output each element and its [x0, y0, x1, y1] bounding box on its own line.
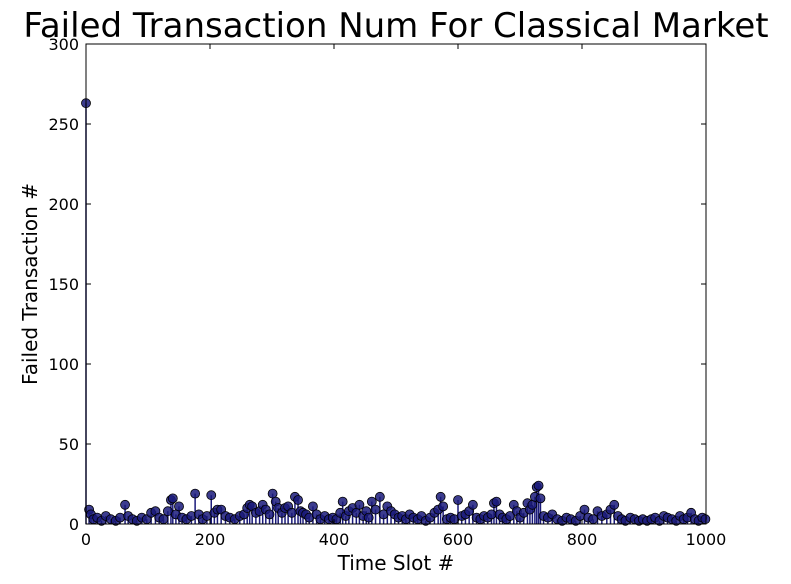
data-point-98 [438, 501, 449, 512]
y-tick-label-150: 150 [48, 275, 79, 294]
data-point-10 [120, 499, 130, 510]
data-point-81 [374, 491, 385, 502]
x-axis: 0 200 400 600 800 1000 [81, 44, 726, 549]
data-point-80 [370, 504, 381, 515]
y-tick-label-200: 200 [48, 195, 79, 214]
data-point-79 [366, 496, 377, 507]
data-point-62 [308, 501, 318, 512]
data-point-19 [158, 514, 169, 525]
data-point-57 [293, 495, 303, 505]
data-point-70 [337, 496, 348, 507]
y-tick-label-300: 300 [48, 35, 79, 54]
data-point-102 [453, 495, 463, 505]
y-tick-label-100: 100 [48, 355, 79, 374]
x-tick-label-800: 800 [567, 530, 598, 549]
data-point-55 [286, 507, 297, 518]
y-tick-label-50: 50 [59, 435, 79, 454]
y-tick-label-0: 0 [69, 515, 79, 534]
data-point-111 [486, 509, 497, 520]
plot-area [81, 98, 711, 526]
plot-frame [85, 43, 707, 525]
data-point-9 [115, 512, 125, 523]
data-point-145 [609, 499, 620, 510]
data-point-20 [162, 506, 173, 517]
data-point-28 [190, 488, 201, 499]
data-point-48 [264, 509, 275, 520]
x-tick-label-200: 200 [195, 530, 226, 549]
y-axis: 0 50 100 150 200 250 300 [48, 35, 706, 534]
data-point-32 [206, 490, 217, 501]
x-tick-label-600: 600 [443, 530, 474, 549]
x-tick-label-0: 0 [81, 530, 91, 549]
data-point-113 [491, 496, 502, 507]
x-tick-label-400: 400 [319, 530, 350, 549]
data-point-97 [435, 491, 446, 502]
data-point-140 [588, 514, 599, 525]
data-point-22 [167, 493, 178, 504]
data-point-78 [363, 512, 374, 523]
y-axis-label: Failed Transaction # [18, 183, 42, 385]
data-point-168 [700, 514, 711, 525]
data-point-106 [467, 499, 478, 510]
data-point-127 [533, 480, 544, 491]
data-point-128 [535, 493, 546, 504]
data-point-138 [579, 504, 590, 515]
data-point-24 [174, 501, 184, 512]
x-axis-label: Time Slot # [337, 551, 455, 575]
data-point-75 [354, 499, 365, 510]
data-point-117 [505, 511, 515, 521]
y-tick-label-250: 250 [48, 115, 79, 134]
x-tick-label-1000: 1000 [686, 530, 727, 549]
chart-title: Failed Transaction Num For Classical Mar… [23, 6, 768, 46]
